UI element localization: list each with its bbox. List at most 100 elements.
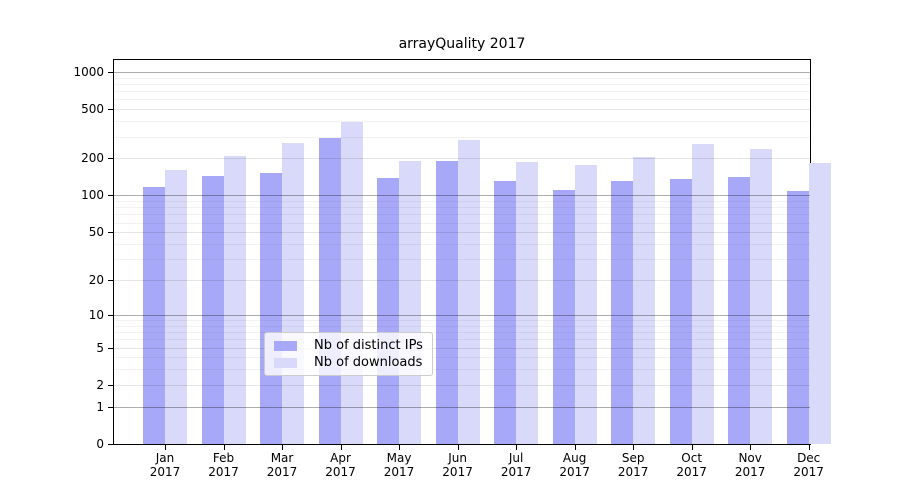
gridline-sub (114, 280, 810, 282)
gridline-minor (114, 201, 810, 203)
x-tick-mark (691, 445, 693, 450)
bar-downloads-sep (633, 157, 656, 444)
gridline-minor (114, 99, 810, 101)
y-tick-label: 1000 (73, 64, 104, 79)
bar-downloads-apr (340, 121, 363, 444)
x-tick-mark (340, 445, 342, 450)
y-tick-label: 5 (96, 340, 104, 355)
bar-downloads-may (399, 160, 422, 444)
y-tick-mark (108, 384, 113, 386)
bar-downloads-dec (808, 162, 831, 444)
plot-area (114, 60, 831, 444)
y-tick-mark (108, 444, 113, 445)
gridline-minor (114, 214, 810, 216)
gridline-minor (114, 332, 810, 334)
axis-spine-bottom (113, 444, 811, 445)
legend-label-downloads: Nb of downloads (314, 355, 423, 370)
gridline-sub (114, 232, 810, 234)
y-tick-label: 1 (96, 399, 104, 414)
x-tick-label: Mar 2017 (266, 451, 298, 479)
gridline-minor (114, 339, 810, 341)
x-tick-label: Apr 2017 (325, 451, 356, 479)
gridline-minor (114, 121, 810, 123)
gridline-major (114, 314, 810, 316)
x-tick-label: Aug 2017 (559, 451, 590, 479)
y-tick-mark (108, 232, 113, 234)
y-tick-label: 10 (88, 307, 104, 322)
y-tick-label: 100 (81, 188, 104, 203)
legend-row-distinct-ips: Nb of distinct IPs (274, 338, 423, 353)
x-tick-label: Sep 2017 (617, 451, 649, 479)
chart-title: arrayQuality 2017 (398, 36, 526, 52)
y-tick-mark (108, 109, 113, 111)
gridline-minor (114, 83, 810, 85)
x-tick-label: Nov 2017 (734, 451, 766, 479)
axis-spine-left (113, 59, 114, 445)
gridline-minor (114, 369, 810, 371)
bar-distinct-ips-oct (669, 179, 692, 444)
x-tick-label: May 2017 (383, 451, 415, 479)
bar-distinct-ips-aug (552, 190, 575, 444)
bar-distinct-ips-dec (786, 190, 809, 444)
legend: Nb of distinct IPs Nb of downloads (264, 332, 433, 376)
x-tick-mark (223, 445, 225, 450)
axis-spine-top (113, 59, 811, 60)
x-tick-label: Dec 2017 (793, 451, 824, 479)
y-tick-mark (108, 71, 113, 73)
x-tick-mark (574, 445, 576, 450)
bar-downloads-jun (457, 139, 480, 444)
bar-downloads-feb (223, 155, 246, 444)
bar-downloads-mar (282, 143, 305, 444)
bar-downloads-jan (165, 169, 187, 444)
gridline-major (114, 195, 810, 197)
bar-downloads-jul (516, 161, 539, 444)
x-tick-label: Jun 2017 (442, 451, 473, 479)
y-tick-mark (108, 347, 113, 349)
y-tick-label: 0 (96, 437, 104, 451)
x-tick-label: Feb 2017 (208, 451, 239, 479)
y-tick-label: 20 (88, 273, 104, 288)
x-tick-mark (165, 445, 166, 450)
bar-distinct-ips-feb (201, 175, 224, 444)
gridline-minor (114, 357, 810, 359)
gridline-minor (114, 77, 810, 79)
y-tick-label: 200 (81, 151, 104, 166)
x-tick-mark (808, 445, 810, 450)
y-tick-label: 2 (96, 377, 104, 392)
y-tick-mark (108, 158, 113, 160)
bar-downloads-nov (750, 149, 773, 444)
gridline-minor (114, 207, 810, 209)
x-tick-label: Jul 2017 (500, 451, 532, 479)
y-tick-mark (108, 195, 113, 197)
x-tick-label: Oct 2017 (676, 451, 707, 479)
gridline-sub (114, 347, 810, 349)
x-tick-label: Jan 2017 (149, 451, 181, 479)
gridline-minor (114, 91, 810, 93)
gridline-minor (114, 244, 810, 245)
bar-downloads-aug (574, 164, 597, 444)
gridline-minor (114, 222, 810, 224)
legend-swatch-downloads (274, 357, 297, 368)
bar-distinct-ips-nov (728, 177, 751, 444)
x-tick-mark (282, 445, 284, 450)
bar-downloads-oct (691, 144, 714, 444)
y-tick-label: 50 (88, 225, 104, 240)
gridline-major (114, 406, 810, 408)
y-tick-mark (108, 314, 113, 316)
y-tick-mark (108, 280, 113, 282)
legend-swatch-distinct-ips (274, 340, 297, 351)
x-tick-mark (633, 445, 635, 450)
gridline-minor (114, 325, 810, 327)
gridline-sub (114, 384, 810, 386)
bar-distinct-ips-jun (435, 160, 458, 444)
gridline-minor (114, 136, 810, 138)
bar-distinct-ips-apr (318, 138, 341, 444)
gridline-minor (114, 320, 810, 321)
x-tick-mark (750, 445, 752, 450)
gridline-minor (114, 259, 810, 261)
y-tick-label: 500 (81, 102, 104, 117)
bar-distinct-ips-sep (611, 181, 634, 444)
bar-distinct-ips-mar (260, 173, 283, 444)
gridline-major (114, 71, 810, 73)
